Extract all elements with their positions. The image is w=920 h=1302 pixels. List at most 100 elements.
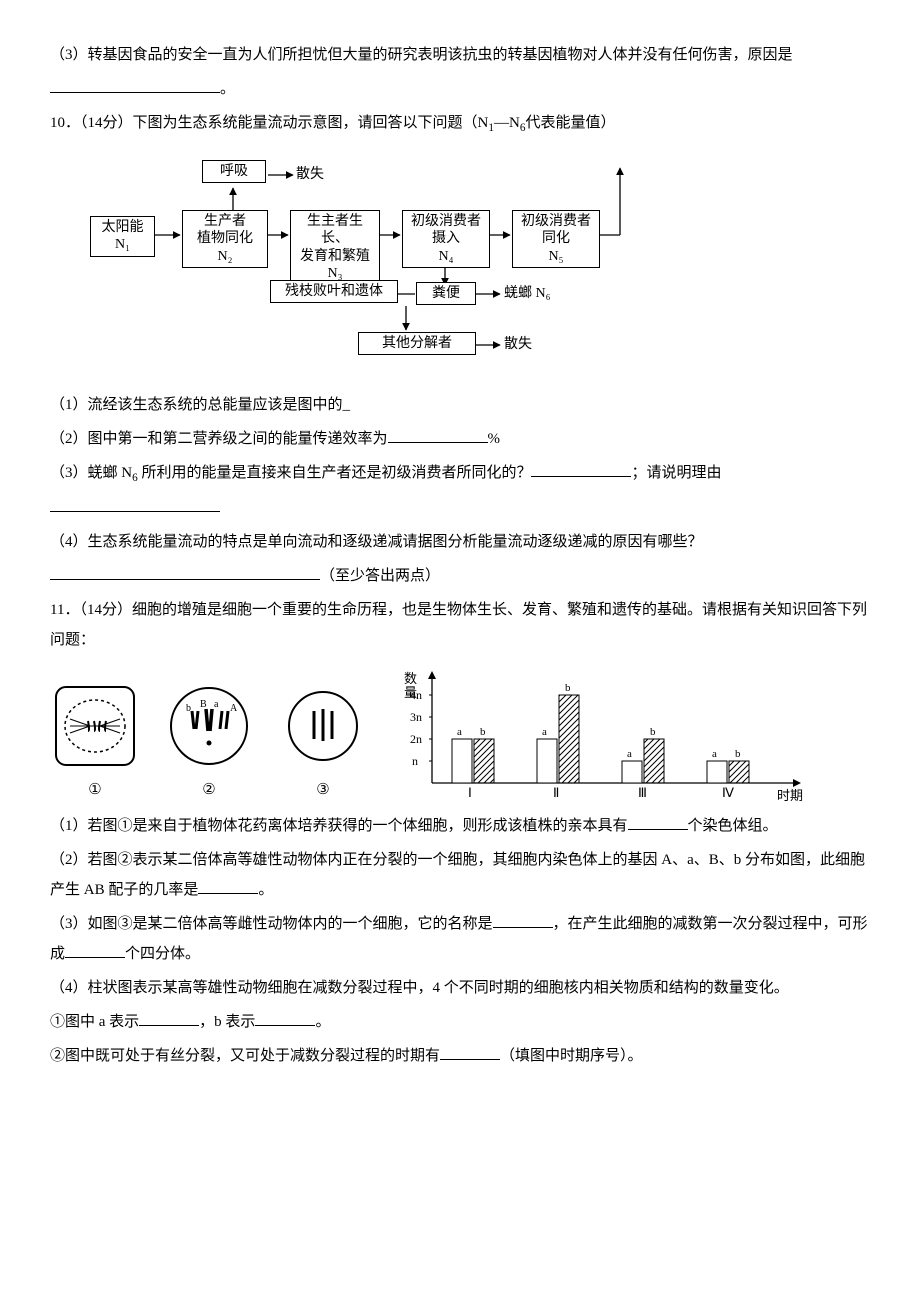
svg-text:b: b: [565, 682, 571, 694]
l: 初级消费者同化N₅: [521, 213, 591, 266]
box-sun: 太阳能N₁: [90, 216, 155, 257]
svg-text:b: b: [735, 748, 741, 760]
box-producer: 生产者植物同化N₂: [182, 210, 268, 269]
svg-text:a: a: [457, 726, 462, 738]
q11-3: （3）如图③是某二倍体高等雌性动物体内的一个细胞，它的名称是，在产生此细胞的减数…: [50, 909, 870, 969]
svg-text:n: n: [412, 754, 418, 768]
t3: 。: [315, 1014, 330, 1030]
q10-3: （3）蜣螂 N6 所利用的能量是直接来自生产者还是初级消费者所同化的？；请说明理…: [50, 458, 870, 490]
q11-title: 11．（14分）细胞的增殖是细胞一个重要的生命历程，也是生物体生长、发育、繁殖和…: [50, 595, 870, 655]
t: ②图中既可处于有丝分裂，又可处于减数分裂过程的时期有: [50, 1048, 440, 1064]
svg-text:3n: 3n: [410, 710, 422, 724]
cell3-svg: [278, 681, 368, 771]
svg-text:b: b: [480, 726, 486, 738]
q9-3: （3）转基因食品的安全一直为人们所担忧但大量的研究表明该抗虫的转基因植物对人体并…: [50, 40, 870, 70]
box-feces: 粪便: [416, 282, 476, 306]
blank: [50, 78, 220, 93]
t2: ，b 表示: [199, 1014, 255, 1030]
xlab: 时期: [777, 788, 803, 803]
t2: 个染色体组。: [688, 818, 778, 834]
blank: [139, 1011, 199, 1026]
cell-fig-3: ③: [278, 681, 368, 805]
svg-text:a: a: [542, 726, 547, 738]
box-resp: 呼吸: [202, 160, 266, 184]
n: ②: [164, 775, 254, 805]
blank: [628, 815, 688, 830]
q9-3-text: （3）转基因食品的安全一直为人们所担忧但大量的研究表明该抗虫的转基因植物对人体并…: [50, 47, 793, 63]
n: ③: [278, 775, 368, 805]
cell-fig-2: b B a A ②: [164, 681, 254, 805]
t3: 代表能量值）: [525, 115, 615, 131]
svg-text:a: a: [712, 748, 717, 760]
blank: [50, 565, 320, 580]
blank2: [255, 1011, 315, 1026]
q10-1: （1）流经该生态系统的总能量应该是图中的_: [50, 390, 870, 420]
t: （1）流经该生态系统的总能量应该是图中的_: [50, 397, 350, 413]
q11-figures: ① b B a A ② ③: [50, 665, 870, 805]
box-other-dec: 其他分解者: [358, 332, 476, 356]
q11-4: （4）柱状图表示某高等雄性动物细胞在减数分裂过程中，4 个不同时期的细胞核内相关…: [50, 973, 870, 1003]
cell1-svg: [50, 681, 140, 771]
loss1: 散失: [296, 166, 324, 184]
q9-3-blank-line: 。: [50, 74, 870, 104]
n: ①: [50, 775, 140, 805]
svg-text:b: b: [186, 703, 191, 714]
blank: [388, 428, 488, 443]
q11-2: （2）若图②表示某二倍体高等雄性动物体内正在分裂的一个细胞，其细胞内染色体上的基…: [50, 845, 870, 905]
t2: 。: [258, 882, 273, 898]
ylab-a: 数: [404, 671, 417, 686]
l: 生产者植物同化N₂: [197, 213, 253, 266]
blank: [198, 879, 258, 894]
cell-fig-1: ①: [50, 681, 140, 805]
blank: [531, 462, 631, 477]
l: 太阳能N₁: [102, 219, 144, 254]
t3: 个四分体。: [125, 946, 200, 962]
l: 初级消费者摄入N₄: [411, 213, 481, 266]
blank: [440, 1045, 500, 1060]
t: （4）生态系统能量流动的特点是单向流动和逐级递减请据图分析能量流动逐级递减的原因…: [50, 534, 703, 550]
t: 11．（14分）细胞的增殖是细胞一个重要的生命历程，也是生物体生长、发育、繁殖和…: [50, 602, 867, 648]
beetle: 蜣螂 N₆: [504, 285, 551, 303]
svg-text:Ⅳ: Ⅳ: [722, 785, 734, 800]
svg-text:a: a: [627, 748, 632, 760]
l: 残枝败叶和遗体: [285, 283, 383, 301]
q11-1: （1）若图①是来自于植物体花药离体培养获得的一个体细胞，则形成该植株的亲本具有 个…: [50, 811, 870, 841]
t: （4）柱状图表示某高等雄性动物细胞在减数分裂过程中，4 个不同时期的细胞核内相关…: [50, 980, 789, 996]
q10-title: 10．（14分）下图为生态系统能量流动示意图，请回答以下问题（N1—N6代表能量…: [50, 108, 870, 140]
t: （3）蜣螂 N: [50, 465, 132, 481]
q10-4: （4）生态系统能量流动的特点是单向流动和逐级递减请据图分析能量流动逐级递减的原因…: [50, 527, 870, 557]
q10-4-blank: （至少答出两点）: [50, 561, 870, 591]
box-litter: 残枝败叶和遗体: [270, 280, 398, 304]
t2: —N: [494, 115, 520, 131]
t3: ；请说明理由: [631, 465, 721, 481]
t2: 所利用的能量是直接来自生产者还是初级消费者所同化的？: [138, 465, 532, 481]
blank: [493, 913, 553, 928]
svg-text:B: B: [200, 699, 207, 710]
period: 。: [220, 81, 235, 97]
t: （2）图中第一和第二营养级之间的能量传递效率为: [50, 431, 388, 447]
box-growth: 生主者生长、发育和繁殖N₃: [290, 210, 380, 286]
q10-3-blank: [50, 493, 870, 523]
q11-4-2: ②图中既可处于有丝分裂，又可处于减数分裂过程的时期有 （填图中时期序号）。: [50, 1041, 870, 1071]
svg-text:2n: 2n: [410, 732, 422, 746]
q11-4-1: ①图中 a 表示 ，b 表示 。: [50, 1007, 870, 1037]
svg-text:a: a: [214, 699, 219, 710]
svg-text:Ⅰ: Ⅰ: [468, 785, 472, 800]
svg-text:4n: 4n: [410, 688, 422, 702]
t: ①图中 a 表示: [50, 1014, 139, 1030]
q10-2: （2）图中第一和第二营养级之间的能量传递效率为%: [50, 424, 870, 454]
t2: %: [488, 431, 501, 447]
svg-text:A: A: [230, 703, 238, 714]
t: （3）如图③是某二倍体高等雌性动物体内的一个细胞，它的名称是: [50, 916, 493, 932]
cell2-svg: b B a A: [164, 681, 254, 771]
svg-text:Ⅱ: Ⅱ: [553, 785, 559, 800]
t: （2）若图②表示某二倍体高等雄性动物体内正在分裂的一个细胞，其细胞内染色体上的基…: [50, 852, 865, 898]
loss2: 散失: [504, 336, 532, 354]
t: （1）若图①是来自于植物体花药离体培养获得的一个体细胞，则形成该植株的亲本具有: [50, 818, 628, 834]
t: 10．（14分）下图为生态系统能量流动示意图，请回答以下问题（N: [50, 115, 488, 131]
t2: （填图中时期序号）。: [500, 1048, 643, 1064]
l: 呼吸: [220, 163, 248, 181]
box-prim-as: 初级消费者同化N₅: [512, 210, 600, 269]
yticks: 4n 3n 2n n: [410, 688, 432, 768]
l: 其他分解者: [382, 335, 452, 353]
